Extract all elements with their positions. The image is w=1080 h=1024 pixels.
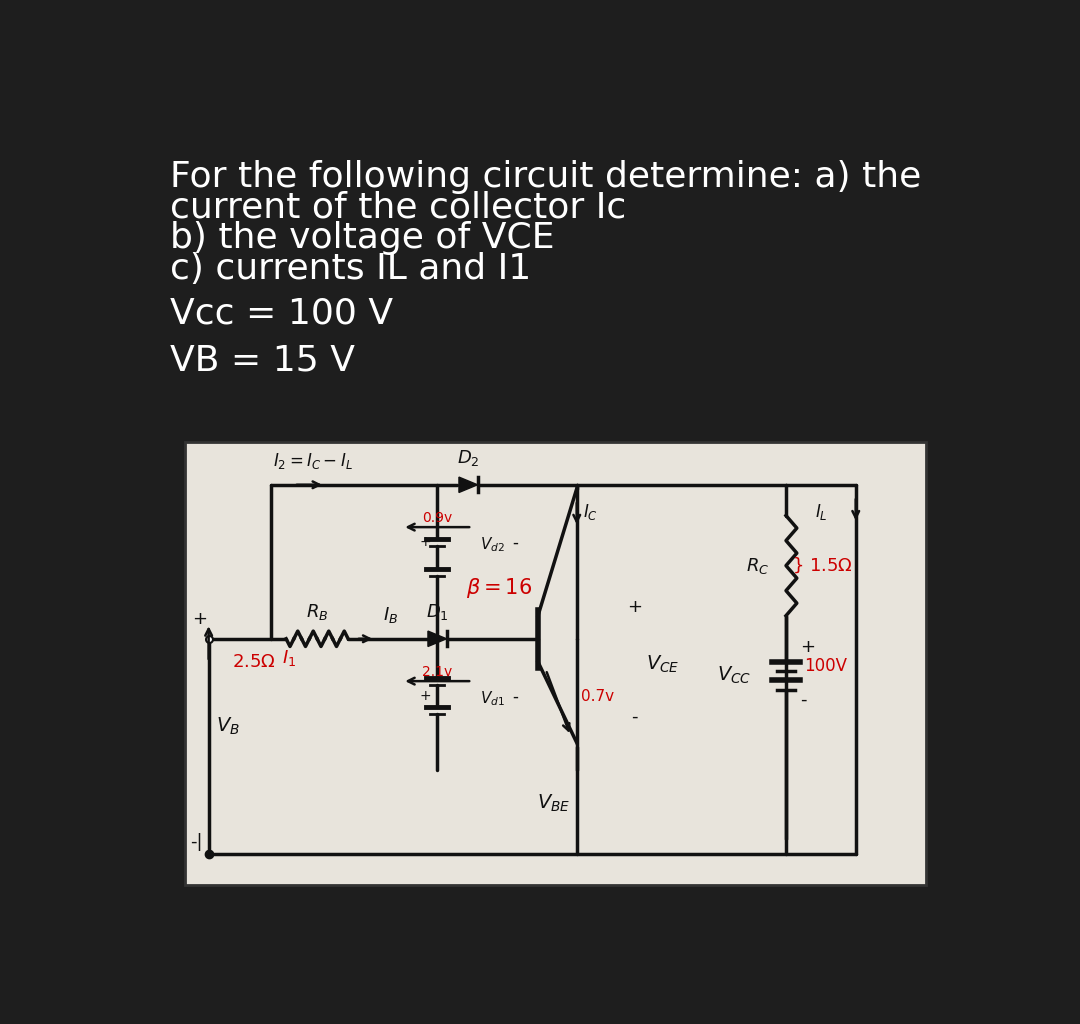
Text: $I_C$: $I_C$ (583, 502, 598, 522)
Text: $V_{d2}$: $V_{d2}$ (480, 535, 504, 554)
Text: -: - (512, 534, 517, 551)
Bar (186, 442, 926, 885)
Text: 100V: 100V (805, 656, 848, 675)
Text: 2.1v: 2.1v (422, 665, 453, 679)
Text: -|: -| (190, 833, 202, 851)
Text: +: + (800, 638, 815, 655)
Text: -: - (512, 687, 517, 706)
Text: +: + (419, 535, 431, 549)
Text: $D_1$: $D_1$ (426, 602, 448, 622)
Text: $\beta = 16$: $\beta = 16$ (467, 577, 532, 600)
Text: 0.7v: 0.7v (581, 689, 613, 703)
Text: $V_{CE}$: $V_{CE}$ (647, 654, 680, 676)
Text: $V_B$: $V_B$ (216, 716, 240, 737)
Text: $R_C$: $R_C$ (745, 556, 769, 575)
Text: For the following circuit determine: a) the: For the following circuit determine: a) … (170, 160, 921, 194)
Text: VB = 15 V: VB = 15 V (170, 343, 355, 377)
Text: Vcc = 100 V: Vcc = 100 V (170, 297, 393, 331)
Text: -: - (800, 691, 807, 710)
Text: $I_2 = I_C - I_L$: $I_2 = I_C - I_L$ (273, 451, 353, 471)
Text: b) the voltage of VCE: b) the voltage of VCE (170, 221, 554, 255)
Polygon shape (428, 631, 446, 646)
Polygon shape (459, 477, 477, 493)
Text: +: + (192, 610, 207, 628)
Text: current of the collector Ic: current of the collector Ic (170, 190, 626, 224)
Text: +: + (419, 689, 431, 702)
Text: $2.5\Omega$: $2.5\Omega$ (232, 652, 275, 671)
Text: $R_B$: $R_B$ (306, 602, 328, 622)
Text: -: - (632, 708, 638, 726)
Text: $V_{CC}$: $V_{CC}$ (717, 666, 751, 686)
Text: $V_{d1}$: $V_{d1}$ (480, 689, 504, 708)
Text: $I_1$: $I_1$ (282, 648, 296, 668)
Text: $\}$ 1.5$\Omega$: $\}$ 1.5$\Omega$ (793, 556, 853, 575)
Text: c) currents IL and I1: c) currents IL and I1 (170, 252, 531, 287)
Text: 0.9v: 0.9v (422, 511, 453, 525)
Text: $I_B$: $I_B$ (383, 605, 399, 625)
Text: $D_2$: $D_2$ (457, 447, 480, 468)
Text: $I_L$: $I_L$ (814, 502, 827, 522)
Text: $V_{BE}$: $V_{BE}$ (537, 793, 570, 814)
Text: +: + (627, 598, 643, 615)
